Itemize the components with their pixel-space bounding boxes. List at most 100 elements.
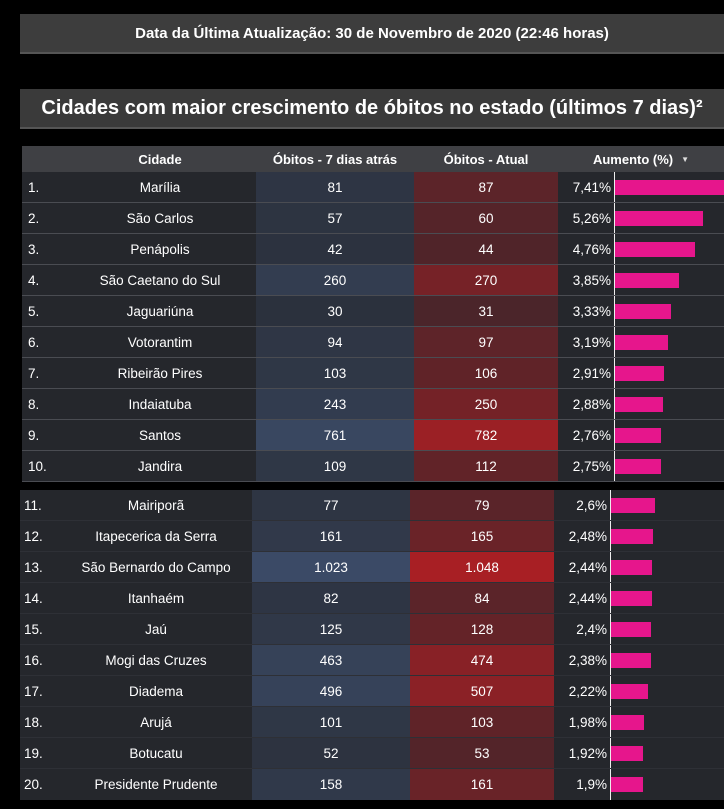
rank-cell: 3. — [28, 241, 40, 257]
now-cell: 250 — [414, 389, 558, 419]
header-now[interactable]: Óbitos - Atual — [443, 151, 529, 167]
table-row[interactable]: 4. São Caetano do Sul 260 270 3,85% — [22, 265, 724, 296]
increase-bar — [611, 652, 651, 668]
now-cell: 44 — [414, 234, 558, 264]
increase-cell: 2,44% — [568, 590, 607, 606]
before-cell: 42 — [256, 234, 414, 264]
increase-bar-cell — [614, 234, 724, 264]
city-cell: Santos — [138, 427, 182, 443]
now-cell: 507 — [410, 676, 554, 706]
increase-bar — [611, 590, 652, 606]
table-row[interactable]: 11. Mairiporã 77 79 2,6% — [20, 490, 724, 521]
table-row[interactable]: 9. Santos 761 782 2,76% — [22, 420, 724, 451]
rank-cell: 14. — [24, 590, 43, 606]
last-update-banner: Data da Última Atualização: 30 de Novemb… — [20, 14, 724, 54]
increase-bar — [615, 241, 695, 257]
rank-cell: 20. — [24, 777, 43, 792]
table-body-bottom: 11. Mairiporã 77 79 2,6% 12. Itapecerica da Se… — [20, 490, 724, 800]
table-row[interactable]: 17. Diadema 496 507 2,22% — [20, 676, 724, 707]
increase-bar — [615, 334, 669, 350]
before-cell: 94 — [256, 327, 414, 357]
increase-bar — [611, 559, 652, 575]
increase-cell: 2,48% — [568, 528, 607, 544]
increase-bar — [615, 458, 662, 474]
table-row[interactable]: 8. Indaiatuba 243 250 2,88% — [22, 389, 724, 420]
increase-bar-cell — [610, 707, 724, 737]
increase-bar — [615, 210, 704, 226]
header-increase[interactable]: Aumento (%) ▼ — [558, 152, 724, 167]
table-row[interactable]: 2. São Carlos 57 60 5,26% — [22, 203, 724, 234]
rank-cell: 7. — [28, 365, 40, 381]
increase-cell: 2,88% — [572, 396, 611, 412]
rank-cell: 12. — [24, 528, 43, 544]
city-cell: Indaiatuba — [128, 396, 192, 412]
increase-cell: 1,92% — [568, 745, 607, 761]
header-before[interactable]: Óbitos - 7 dias atrás — [272, 151, 398, 167]
table-body-top: 1. Marília 81 87 7,41% 2. São Carlos 57 60 5,26% 3… — [22, 172, 724, 482]
increase-bar-cell — [614, 265, 724, 295]
increase-cell: 2,22% — [568, 683, 607, 699]
table-row[interactable]: 5. Jaguariúna 30 31 3,33% — [22, 296, 724, 327]
now-cell: 97 — [414, 327, 558, 357]
table-row[interactable]: 7. Ribeirão Pires 103 106 2,91% — [22, 358, 724, 389]
table-row[interactable]: 10. Jandira 109 112 2,75% — [22, 451, 724, 482]
city-cell: Penápolis — [130, 241, 190, 257]
sort-descending-icon[interactable]: ▼ — [681, 154, 690, 164]
increase-bar — [611, 497, 655, 513]
before-cell: 101 — [252, 707, 410, 737]
increase-bar-cell — [614, 420, 724, 450]
rank-cell: 16. — [24, 652, 43, 668]
table-row[interactable]: 1. Marília 81 87 7,41% — [22, 172, 724, 203]
increase-bar — [615, 272, 680, 288]
rank-cell: 10. — [28, 458, 47, 474]
before-cell: 82 — [252, 583, 410, 613]
increase-bar — [611, 683, 649, 699]
increase-cell: 2,6% — [576, 497, 607, 513]
before-cell: 81 — [256, 172, 414, 202]
table-row[interactable]: 16. Mogi das Cruzes 463 474 2,38% — [20, 645, 724, 676]
city-cell: Itanhaém — [127, 590, 185, 606]
now-cell: 161 — [410, 769, 554, 800]
now-cell: 165 — [410, 521, 554, 551]
now-cell: 53 — [410, 738, 554, 768]
before-cell: 77 — [252, 490, 410, 520]
before-cell: 57 — [256, 203, 414, 233]
increase-cell: 1,9% — [576, 777, 607, 792]
table-row[interactable]: 15. Jaú 125 128 2,4% — [20, 614, 724, 645]
increase-bar — [615, 396, 664, 412]
now-cell: 112 — [414, 451, 558, 481]
table-row[interactable]: 12. Itapecerica da Serra 161 165 2,48% — [20, 521, 724, 552]
table-row[interactable]: 18. Arujá 101 103 1,98% — [20, 707, 724, 738]
before-cell: 1.023 — [252, 552, 410, 582]
city-cell: Votorantim — [127, 334, 193, 350]
increase-cell: 1,98% — [568, 714, 607, 730]
increase-bar — [611, 714, 645, 730]
header-city[interactable]: Cidade — [138, 151, 182, 167]
table-row[interactable]: 3. Penápolis 42 44 4,76% — [22, 234, 724, 265]
increase-cell: 3,85% — [572, 272, 611, 288]
rank-cell: 2. — [28, 210, 40, 226]
before-cell: 463 — [252, 645, 410, 675]
table-row[interactable]: 14. Itanhaém 82 84 2,44% — [20, 583, 724, 614]
increase-bar-cell — [614, 451, 724, 481]
increase-cell: 3,19% — [572, 334, 611, 350]
table-row[interactable]: 13. São Bernardo do Campo 1.023 1.048 2,44% — [20, 552, 724, 583]
table-row[interactable]: 6. Votorantim 94 97 3,19% — [22, 327, 724, 358]
city-cell: Jandira — [137, 458, 183, 474]
rank-cell: 6. — [28, 334, 40, 350]
table-row[interactable]: 20. Presidente Prudente 158 161 1,9% — [20, 769, 724, 800]
city-cell: Botucatu — [129, 745, 183, 761]
city-cell: Jaú — [145, 621, 167, 637]
increase-bar-cell — [614, 358, 724, 388]
increase-bar-cell — [614, 327, 724, 357]
before-cell: 496 — [252, 676, 410, 706]
increase-cell: 2,4% — [576, 621, 607, 637]
rank-cell: 17. — [24, 683, 43, 699]
increase-bar-cell — [610, 769, 724, 800]
city-cell: Mairiporã — [127, 497, 185, 513]
rank-cell: 4. — [28, 272, 40, 288]
increase-cell: 2,91% — [572, 365, 611, 381]
increase-bar-cell — [614, 203, 724, 233]
table-row[interactable]: 19. Botucatu 52 53 1,92% — [20, 738, 724, 769]
table-title: Cidades com maior crescimento de óbitos … — [41, 96, 703, 119]
